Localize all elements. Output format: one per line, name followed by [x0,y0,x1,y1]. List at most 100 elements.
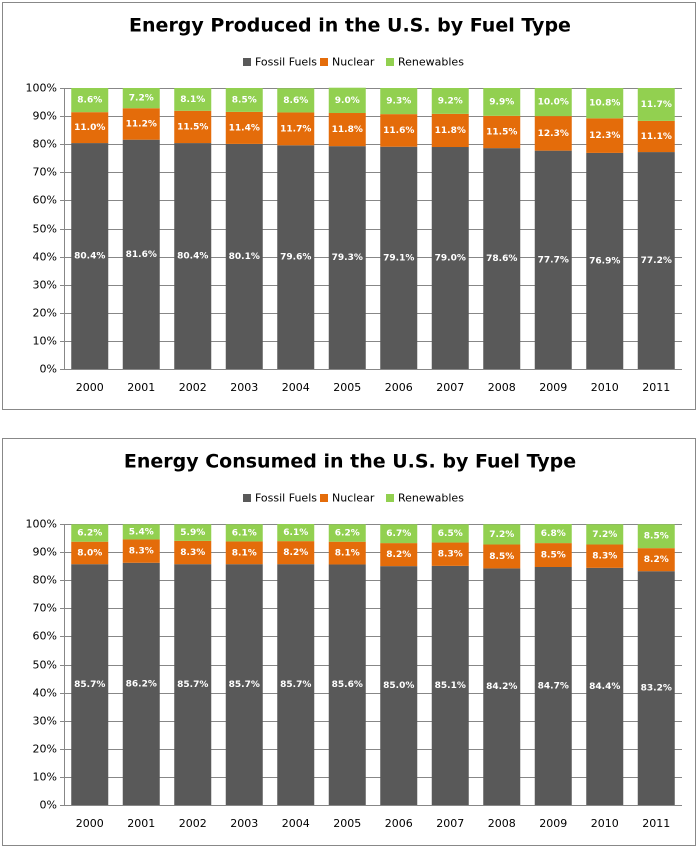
bar-segment [431,524,469,543]
bar-segment [71,524,109,542]
bar-segment [534,543,572,567]
y-tick-label: 20% [33,743,57,756]
legend-swatch [320,58,328,66]
bar-segment [380,114,418,147]
value-label: 83.2% [641,684,672,694]
y-tick-label: 50% [33,223,57,236]
value-label: 11.4% [229,123,260,133]
x-tick-label: 2005 [333,381,361,394]
x-tick-label: 2010 [591,381,619,394]
value-label: 8.5% [489,552,514,562]
y-tick-label: 60% [33,194,57,207]
y-tick-label: 90% [33,110,57,123]
bar-segment [277,541,315,565]
value-label: 79.1% [383,253,414,263]
value-label: 11.7% [280,124,311,134]
bar-segment [122,539,160,563]
value-label: 5.4% [129,527,154,537]
bar-segment [431,113,469,148]
x-tick-label: 2004 [282,381,310,394]
value-label: 85.0% [383,681,414,691]
bar-segment [534,150,572,369]
value-label: 8.5% [232,95,257,105]
x-tick-label: 2006 [385,381,413,394]
value-label: 12.3% [538,129,569,139]
value-label: 10.0% [538,98,569,108]
value-label: 5.9% [180,528,205,538]
x-tick-label: 2007 [436,817,464,830]
bar-segment [431,542,469,566]
bar-segment [586,88,624,119]
x-tick-label: 2006 [385,817,413,830]
value-label: 11.5% [177,122,208,132]
y-tick-label: 80% [33,574,57,587]
x-tick-label: 2010 [591,817,619,830]
legend-swatch [243,494,251,502]
bar-segment [534,566,572,805]
value-label: 78.6% [486,254,517,264]
bar-segment [637,571,675,805]
value-label: 85.6% [332,680,363,690]
bar-segment [483,544,521,569]
bar-segment [637,120,675,153]
bar-segment [483,115,521,149]
legend-swatch [243,58,251,66]
y-tick-label: 10% [33,335,57,348]
value-label: 8.1% [335,549,360,559]
bar-segment [328,113,366,147]
bar-segment [431,88,469,114]
x-tick-label: 2009 [539,381,567,394]
x-tick-label: 2009 [539,817,567,830]
value-label: 11.0% [74,123,105,133]
bar-segment [225,143,263,369]
x-tick-label: 2011 [642,817,670,830]
legend-label: Renewables [398,492,464,505]
value-label: 79.6% [280,253,311,263]
bar-segment [431,147,469,369]
x-tick-label: 2004 [282,817,310,830]
legend-swatch [320,494,328,502]
value-label: 7.2% [489,530,514,540]
bar-segment [277,524,315,542]
bar-segment [174,564,212,805]
chart-title: Energy Produced in the U.S. by Fuel Type [129,15,571,37]
bar-segment [637,524,675,549]
bar-segment [483,524,521,545]
bar-segment [586,152,624,369]
value-label: 85.7% [229,680,260,690]
bar-segment [71,564,109,805]
bar-segment [534,88,572,117]
value-label: 6.2% [335,528,360,538]
value-label: 11.2% [126,119,157,129]
value-label: 6.2% [77,528,102,538]
legend-label: Fossil Fuels [255,56,317,69]
value-label: 86.2% [126,679,157,689]
bar-segment [174,110,212,144]
bar-segment [586,567,624,805]
value-label: 84.4% [589,682,620,692]
bar-segment [225,541,263,565]
value-label: 11.7% [641,100,672,110]
value-label: 6.1% [283,528,308,538]
bar-segment [71,88,109,113]
bar-segment [328,524,366,542]
value-label: 84.7% [538,681,569,691]
bar-segment [534,116,572,151]
value-label: 85.7% [280,680,311,690]
bar-segment [277,88,315,113]
bar-segment [174,540,212,565]
bar-segment [637,548,675,572]
y-tick-label: 70% [33,602,57,615]
x-tick-label: 2003 [230,381,258,394]
value-label: 7.2% [592,530,617,540]
value-label: 84.2% [486,682,517,692]
bar-segment [277,112,315,146]
y-tick-label: 0% [40,799,57,812]
y-tick-label: 0% [40,363,57,376]
bar-segment [483,568,521,805]
value-label: 8.3% [180,548,205,558]
y-tick-label: 40% [33,687,57,700]
bar-segment [431,565,469,805]
bar-segment [225,88,263,112]
value-label: 9.9% [489,97,514,107]
